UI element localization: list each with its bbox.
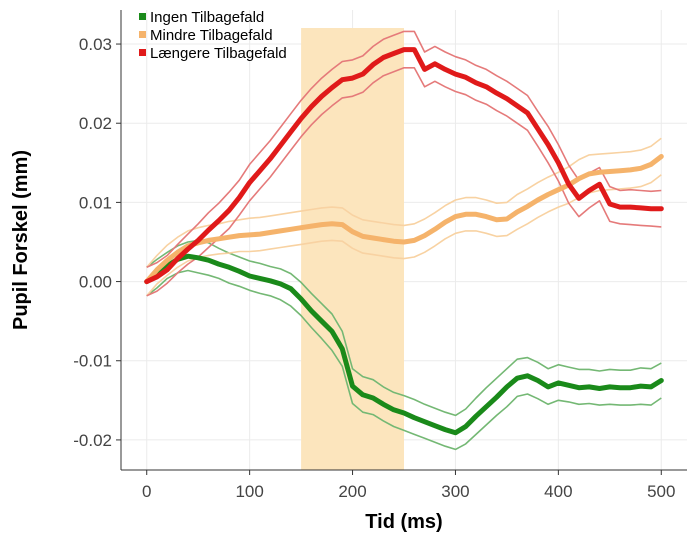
legend-label: Ingen Tilbagefald — [150, 9, 264, 26]
series-2-mean-line — [144, 47, 664, 285]
y-tick-label: 0.03 — [79, 35, 112, 54]
series-0-lower-bound — [146, 269, 662, 451]
series-1-mean-line — [144, 154, 664, 285]
x-tick-label: 300 — [441, 482, 469, 501]
series-2-upper-bound — [146, 30, 662, 269]
y-tick-label: -0.02 — [73, 431, 112, 450]
y-tick-label: 0.01 — [79, 193, 112, 212]
series-lines — [144, 47, 664, 436]
legend-swatch — [139, 49, 146, 56]
y-axis-title: Pupil Forskel (mm) — [10, 150, 32, 330]
series-0-mean-line — [144, 253, 664, 436]
confidence-bands — [146, 30, 662, 451]
x-tick-label: 400 — [544, 482, 572, 501]
y-axis-ticks: -0.02 -0.01 0.00 0.01 0.02 0.03 — [73, 35, 121, 450]
series-1-upper-bound — [146, 137, 662, 268]
legend-swatch — [139, 31, 146, 38]
x-tick-label: 500 — [647, 482, 675, 501]
legend-swatch — [139, 13, 146, 20]
y-tick-label: -0.01 — [73, 352, 112, 371]
legend-label: Længere Tilbagefald — [150, 45, 287, 62]
x-tick-label: 100 — [235, 482, 263, 501]
legend-label: Mindre Tilbagefald — [150, 27, 273, 44]
x-axis-ticks: 0 100 200 300 400 500 — [142, 470, 675, 501]
y-tick-label: 0.00 — [79, 273, 112, 292]
x-axis-title: Tid (ms) — [365, 511, 442, 533]
series-2-lower-bound — [146, 67, 662, 297]
series-0-upper-bound — [146, 239, 662, 417]
series-1-lower-bound — [146, 174, 662, 297]
x-tick-label: 0 — [142, 482, 151, 501]
y-tick-label: 0.02 — [79, 114, 112, 133]
x-tick-label: 200 — [338, 482, 366, 501]
